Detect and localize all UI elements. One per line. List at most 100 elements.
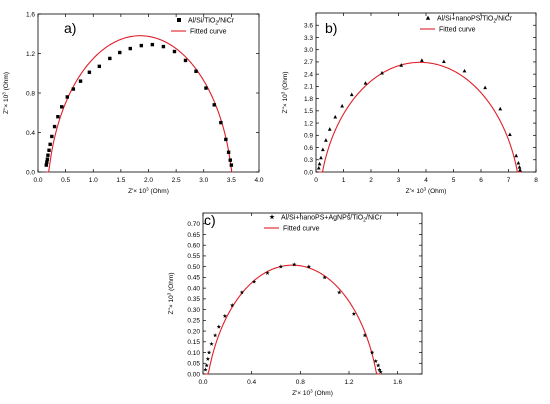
- x-tick-label: 1.0: [89, 177, 98, 184]
- data-point: [378, 369, 383, 374]
- data-point: [128, 46, 132, 51]
- x-tick-label: 3.5: [227, 177, 236, 184]
- y-tick-label: 1.6: [26, 11, 35, 18]
- x-tick-label: 0.4: [247, 379, 256, 386]
- plot-frame: [202, 212, 423, 375]
- y-tick-label: 3.3: [304, 35, 313, 42]
- x-tick-label: 0.8: [296, 379, 305, 386]
- data-point: [306, 264, 312, 269]
- legend-entry-data: Al/Si/TiO2/NiCr: [188, 18, 235, 27]
- x-tick-label: 5: [452, 177, 456, 184]
- y-tick-label: 0.55: [187, 253, 200, 260]
- x-tick-label: 8: [534, 177, 538, 184]
- data-point: [219, 120, 223, 125]
- x-tick-label: 6: [479, 177, 483, 184]
- legend-entry-fit: Fitted curve: [439, 27, 476, 34]
- data-point: [316, 165, 321, 170]
- data-point: [87, 70, 92, 74]
- data-point: [483, 85, 487, 90]
- y-tick-label: 0.20: [187, 328, 200, 335]
- data-point: [205, 356, 211, 361]
- y-axis-label: Z''× 103 (Ohm): [167, 272, 176, 314]
- data-point: [224, 137, 228, 142]
- chart-b: 0 1 2 3 4 5 6 7 8 0.0 0.3 0.6 0.9 1.2 1.5 1.8 2.1 2.4 2.7 3…: [281, 12, 538, 196]
- data-point: [212, 333, 218, 338]
- panel-label: b): [325, 20, 337, 36]
- y-tick-label: 1.8: [304, 96, 313, 103]
- panel-label: c): [204, 212, 216, 228]
- data-point: [150, 42, 155, 47]
- data-point: [517, 165, 522, 169]
- y-axis-label: Z''× 103 (Ohm): [281, 71, 290, 113]
- plot-frame: [315, 12, 537, 173]
- data-point: [265, 270, 270, 275]
- x-tick-label: 0.0: [33, 177, 42, 184]
- x-tick-label: 1.2: [344, 379, 353, 386]
- legend-entry-fit: Fitted curve: [283, 226, 320, 233]
- data-point: [380, 70, 384, 75]
- y-tick-label: 1.2: [26, 51, 35, 58]
- data-point: [518, 167, 522, 172]
- data-point: [327, 127, 332, 131]
- chart-a: 0.0 0.5 1.0 1.5 2.0 2.5 3.0 3.5 4.0 0.0 0.4 0.8 1.2 1…: [2, 11, 264, 195]
- x-tick-label: 3.0: [199, 177, 208, 184]
- y-tick-label: 0.0: [304, 169, 313, 176]
- y-tick-label: 0.45: [187, 275, 200, 282]
- x-tick-label: 4.0: [254, 177, 263, 184]
- legend-marker: [269, 214, 275, 220]
- x-tick-label: 4: [424, 177, 428, 184]
- data-point: [442, 59, 446, 64]
- y-tick-label: 0.8: [26, 90, 35, 97]
- y-tick-label: 0.05: [187, 361, 200, 368]
- y-tick-label: 0.65: [187, 232, 200, 239]
- data-point: [508, 132, 512, 137]
- y-tick-label: 0.10: [187, 350, 200, 357]
- data-point: [230, 303, 235, 308]
- data-point: [204, 86, 208, 90]
- data-point: [204, 363, 209, 368]
- x-tick-label: 2.5: [172, 177, 181, 184]
- data-point: [324, 138, 328, 142]
- data-point: [322, 275, 327, 280]
- data-point: [369, 350, 375, 355]
- data-point: [45, 157, 50, 161]
- fitted-curve: [46, 35, 234, 173]
- data-point: [71, 87, 76, 91]
- data-point: [47, 148, 51, 152]
- data-point: [139, 43, 144, 48]
- data-point: [333, 114, 338, 119]
- y-tick-label: 2.7: [304, 59, 313, 66]
- y-tick-label: 3.6: [304, 23, 313, 30]
- data-point: [514, 153, 519, 158]
- legend-entry-data: Al/Si+nanoPS/TiO2/NiCr: [437, 16, 513, 25]
- data-point: [377, 367, 382, 372]
- data-point: [239, 290, 245, 295]
- x-tick-label: 1.5: [116, 177, 125, 184]
- x-axis-label: Z'× 103 (Ohm): [406, 187, 447, 196]
- y-tick-label: 0.50: [187, 264, 200, 271]
- data-point: [321, 147, 325, 152]
- y-tick-label: 0.3: [304, 157, 313, 164]
- data-point: [161, 44, 166, 49]
- x-tick-label: 2: [369, 177, 373, 184]
- data-point: [319, 155, 323, 160]
- y-tick-label: 0.4: [26, 130, 35, 137]
- x-tick-label: 2.0: [144, 177, 153, 184]
- data-point: [206, 350, 212, 355]
- data-point: [363, 81, 368, 85]
- data-point: [317, 161, 322, 166]
- x-tick-label: 7: [507, 177, 511, 184]
- data-point: [376, 363, 381, 368]
- x-axis-label: Z'× 103 (Ohm): [292, 389, 333, 398]
- fitted-curve: [318, 61, 522, 173]
- fitted-curve: [205, 264, 381, 375]
- plot-frame: [37, 13, 260, 173]
- panel-label: a): [64, 20, 76, 36]
- x-tick-label: 1.6: [393, 379, 402, 386]
- data-point: [226, 150, 231, 154]
- x-tick-label: 0.0: [198, 379, 207, 386]
- data-point: [183, 58, 188, 63]
- legend-entry-fit: Fitted curve: [190, 29, 227, 36]
- x-tick-label: 3: [397, 177, 401, 184]
- data-point: [48, 142, 52, 147]
